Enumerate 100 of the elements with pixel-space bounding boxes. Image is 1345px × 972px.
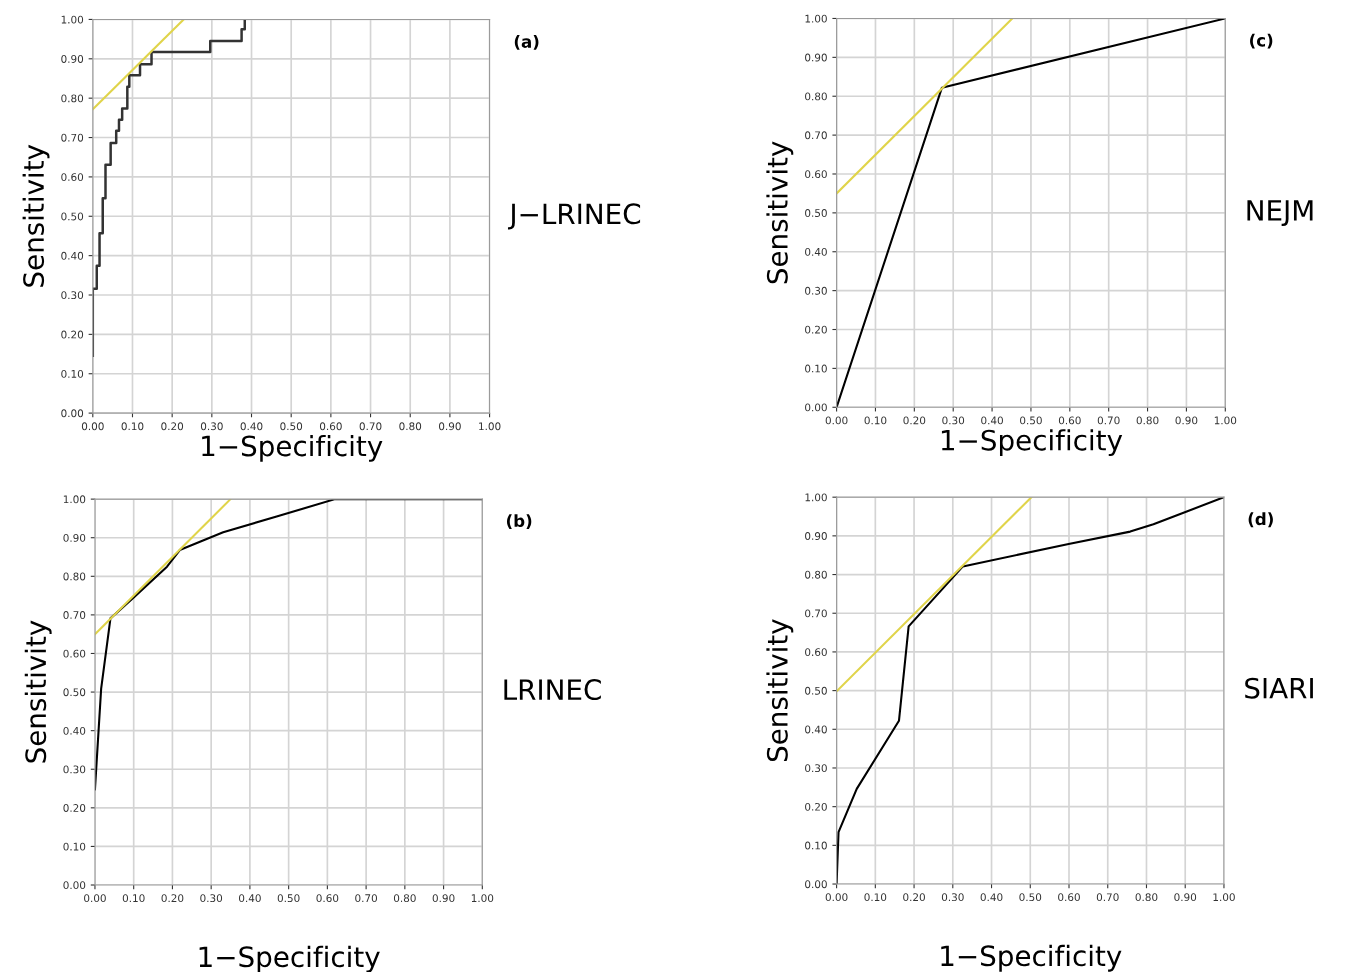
- x-tick-label: 0.00: [84, 894, 106, 903]
- y-tick-label: 0.90: [63, 533, 86, 542]
- x-tick-label: 0.90: [438, 422, 461, 431]
- x-tick-label: 0.70: [355, 894, 378, 903]
- x-tick-label: 0.70: [1097, 416, 1120, 425]
- y-tick-label: 0.00: [63, 881, 86, 890]
- y-tick-label: 0.70: [805, 131, 827, 140]
- y-tick-label: 0.20: [63, 804, 86, 812]
- x-axis-title: 1−Specificity: [202, 434, 383, 462]
- y-tick-label: 0.30: [805, 286, 827, 295]
- x-tick-label: 0.10: [121, 422, 144, 431]
- x-tick-label: 0.30: [942, 416, 965, 425]
- y-tick-label: 0.40: [63, 726, 86, 735]
- x-tick-label: 0.90: [1175, 416, 1198, 425]
- y-tick-label: 0.70: [805, 609, 827, 618]
- text: (a): [514, 35, 539, 50]
- x-tick-label: 1.00: [479, 422, 501, 431]
- x-tick-label: 0.70: [359, 422, 382, 431]
- text: (d): [1248, 512, 1273, 528]
- y-tick-label: 1.00: [805, 14, 827, 23]
- x-tick-label: 0.50: [280, 422, 303, 431]
- y-axis-title: Sensitivity: [22, 144, 50, 287]
- text: J−LRINEC: [507, 203, 641, 230]
- y-tick-label: 0.00: [805, 880, 827, 889]
- y-tick-label: 0.10: [805, 364, 827, 373]
- x-tick-label: 0.60: [319, 422, 342, 431]
- line-series: [836, 497, 1224, 885]
- y-tick-label: 0.40: [805, 725, 827, 734]
- x-tick-label: 1.00: [1214, 416, 1237, 425]
- x-tick-label: 0.10: [864, 416, 887, 425]
- x-tick-label: 0.10: [122, 894, 145, 903]
- y-tick-label: 0.30: [805, 764, 827, 773]
- y-tick-label: 0.70: [61, 133, 84, 142]
- y-tick-label: 0.90: [805, 532, 827, 540]
- y-axis-title: Sensitivity: [24, 620, 52, 763]
- y-tick-label: 0.90: [805, 53, 827, 62]
- y-tick-label: 0.00: [61, 409, 84, 418]
- x-tick-label: 0.40: [240, 422, 263, 431]
- text: NEJM: [1247, 200, 1313, 227]
- y-tick-label: 0.50: [805, 686, 827, 695]
- y-tick-label: 0.90: [61, 55, 84, 63]
- y-tick-label: 1.00: [63, 495, 86, 504]
- x-tick-label: 0.60: [1058, 416, 1081, 425]
- y-tick-label: 0.20: [805, 325, 827, 334]
- text: (c): [1250, 33, 1273, 49]
- x-tick-label: 0.50: [1019, 893, 1042, 902]
- y-tick-label: 0.60: [805, 170, 827, 179]
- y-tick-label: 0.80: [61, 94, 84, 103]
- x-tick-label: 0.10: [864, 893, 887, 902]
- y-tick-label: 0.80: [63, 572, 86, 581]
- y-tick-label: 0.30: [61, 291, 84, 300]
- x-tick-label: 0.30: [200, 422, 223, 431]
- x-tick-label: 0.40: [980, 893, 1003, 902]
- x-axis-title: 1−Specificity: [941, 429, 1123, 457]
- y-tick-label: 0.10: [63, 842, 86, 851]
- text: SIARI: [1245, 677, 1313, 699]
- x-tick-label: 1.00: [1213, 893, 1235, 902]
- x-tick-label: 0.50: [1020, 416, 1042, 425]
- y-tick-label: 0.60: [61, 173, 84, 182]
- y-tick-label: 0.30: [63, 765, 86, 774]
- x-tick-label: 0.60: [316, 894, 339, 903]
- x-tick-label: 0.50: [277, 894, 300, 903]
- x-tick-label: 0.80: [399, 422, 422, 431]
- y-axis-title: Sensitivity: [766, 141, 794, 284]
- y-tick-label: 0.80: [805, 92, 827, 101]
- y-tick-label: 0.40: [805, 247, 827, 256]
- y-tick-label: 1.00: [805, 493, 827, 502]
- x-tick-label: 0.20: [161, 894, 184, 903]
- x-tick-label: 0.20: [903, 416, 926, 425]
- y-tick-label: 0.50: [61, 212, 84, 221]
- y-tick-label: 1.00: [61, 15, 84, 24]
- x-tick-label: 0.30: [941, 893, 964, 902]
- y-tick-label: 0.00: [805, 403, 827, 412]
- x-tick-label: 0.20: [161, 422, 184, 431]
- y-tick-label: 0.60: [63, 649, 86, 658]
- y-tick-label: 0.80: [805, 570, 827, 579]
- x-tick-label: 0.90: [432, 894, 455, 903]
- y-tick-label: 0.10: [61, 369, 84, 378]
- y-tick-label: 0.50: [805, 209, 827, 217]
- x-tick-label: 0.40: [238, 894, 261, 903]
- y-tick-label: 0.20: [61, 330, 84, 339]
- x-tick-label: 0.80: [1136, 416, 1159, 425]
- y-tick-label: 0.40: [61, 251, 84, 260]
- y-tick-label: 0.70: [63, 611, 86, 619]
- x-tick-label: 0.20: [903, 893, 925, 902]
- x-tick-label: 0.80: [1135, 893, 1158, 902]
- x-tick-label: 0.70: [1096, 893, 1119, 902]
- y-tick-label: 0.20: [805, 802, 827, 811]
- x-tick-label: 0.60: [1058, 893, 1080, 902]
- x-tick-label: 0.00: [825, 893, 848, 902]
- y-tick-label: 0.50: [63, 688, 86, 697]
- x-tick-label: 0.80: [393, 894, 416, 903]
- text: (b): [506, 514, 532, 530]
- text: LRINEC: [504, 679, 601, 701]
- x-tick-label: 0.40: [981, 416, 1003, 425]
- x-tick-label: 0.30: [200, 894, 223, 903]
- x-tick-label: 0.00: [825, 416, 848, 425]
- y-tick-label: 0.60: [805, 648, 827, 657]
- y-tick-label: 0.10: [805, 841, 827, 850]
- y-axis-title: Sensitivity: [766, 619, 794, 762]
